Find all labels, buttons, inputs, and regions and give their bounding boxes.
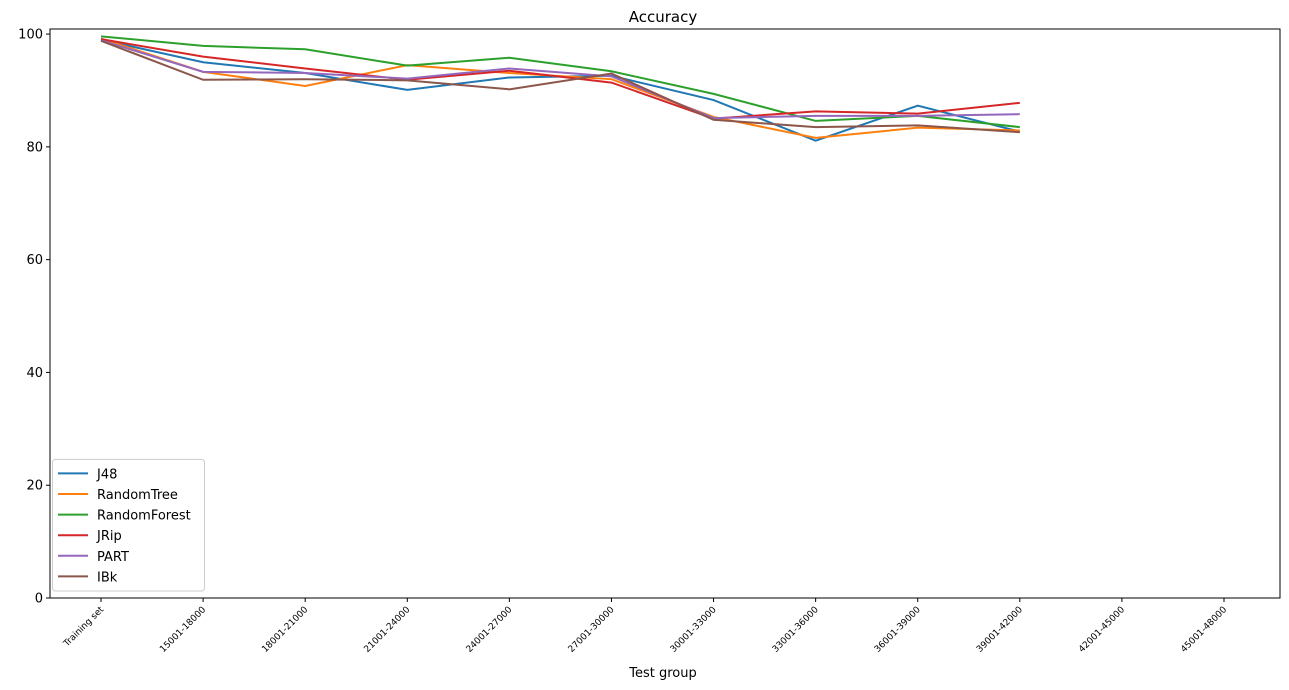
x-tick-label: 30001-33000 (669, 605, 719, 655)
x-tick-label: Training set (61, 605, 106, 650)
legend-label: PART (97, 550, 129, 565)
x-axis-label: Test group (628, 666, 697, 681)
y-tick-label: 40 (26, 366, 43, 381)
series-line (100, 39, 1020, 120)
y-tick-label: 60 (26, 253, 43, 268)
x-tick-label: 27001-30000 (567, 605, 617, 655)
x-tick-label: 24001-27000 (465, 605, 515, 655)
chart-title: Accuracy (629, 8, 698, 26)
x-tick-label: 36001-39000 (873, 605, 923, 655)
y-tick-label: 100 (18, 28, 43, 43)
legend-box (52, 458, 205, 592)
x-tick-label: 18001-21000 (260, 605, 310, 655)
x-tick-label: 45001-48000 (1179, 605, 1229, 655)
legend: J48 RandomTree RandomForest JRip PART IBk (52, 458, 205, 592)
series-line (100, 37, 1020, 139)
y-tick-label: 80 (26, 140, 43, 155)
series-line (100, 38, 1020, 120)
series-line (100, 39, 1020, 134)
legend-label: RandomForest (97, 509, 191, 524)
x-tick-label: 39001-42000 (975, 605, 1025, 655)
x-tick-label: 21001-24000 (363, 605, 413, 655)
y-tick-label: 20 (26, 479, 43, 494)
x-tick-label: 42001-45000 (1077, 605, 1127, 655)
x-tick-label: 15001-18000 (158, 605, 208, 655)
legend-label: RandomTree (97, 488, 178, 503)
x-tick-label: 33001-36000 (771, 605, 821, 655)
series-line (100, 35, 1020, 129)
legend-label: J48 (96, 467, 117, 482)
legend-label: JRip (96, 529, 122, 544)
plot-frame (49, 28, 1281, 599)
legend-label: IBk (97, 570, 118, 585)
y-tick-label: 0 (35, 592, 43, 607)
